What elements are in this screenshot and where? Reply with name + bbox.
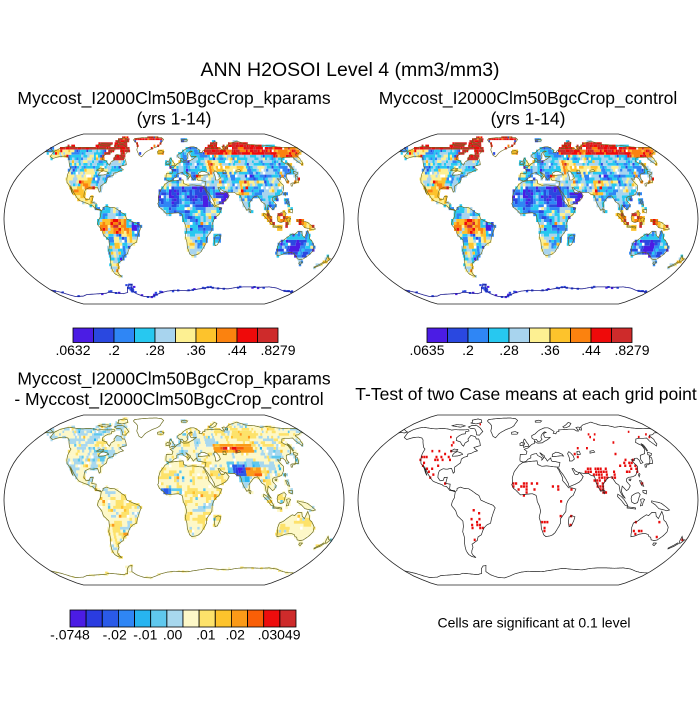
svg-text:.8279: .8279 [260, 342, 295, 358]
svg-text:Myccost_I2000Clm50BgcCrop_cont: Myccost_I2000Clm50BgcCrop_control [379, 88, 678, 109]
svg-text:(yrs 1-14): (yrs 1-14) [491, 109, 566, 129]
svg-text:-.0748: -.0748 [50, 627, 90, 643]
svg-text:Myccost_I2000Clm50BgcCrop_kpar: Myccost_I2000Clm50BgcCrop_kparams [17, 88, 330, 109]
svg-text:.0635: .0635 [409, 342, 444, 358]
svg-text:.01: .01 [196, 627, 216, 643]
svg-text:.02: .02 [225, 627, 245, 643]
svg-text:.44: .44 [581, 342, 601, 358]
svg-text:-.02: -.02 [103, 627, 127, 643]
svg-text:Cells are significant at 0.1 l: Cells are significant at 0.1 level [438, 615, 631, 631]
svg-text:T-Test of two Case means at ea: T-Test of two Case means at each grid po… [355, 384, 697, 404]
svg-text:Myccost_I2000Clm50BgcCrop_kpar: Myccost_I2000Clm50BgcCrop_kparams [17, 369, 330, 390]
svg-text:.28: .28 [145, 342, 165, 358]
svg-text:.0632: .0632 [55, 342, 90, 358]
svg-text:.28: .28 [499, 342, 519, 358]
svg-text:ANN H2OSOI Level 4 (mm3/mm3): ANN H2OSOI Level 4 (mm3/mm3) [200, 59, 499, 81]
svg-text:.00: .00 [163, 627, 183, 643]
svg-text:-.01: -.01 [133, 627, 157, 643]
svg-text:.2: .2 [462, 342, 474, 358]
svg-text:.44: .44 [227, 342, 247, 358]
svg-text:.36: .36 [540, 342, 560, 358]
svg-text:.03049: .03049 [258, 627, 301, 643]
svg-text:(yrs 1-14): (yrs 1-14) [137, 109, 212, 129]
svg-text:.2: .2 [108, 342, 120, 358]
svg-text:- Myccost_I2000Clm50BgcCrop_co: - Myccost_I2000Clm50BgcCrop_control [14, 389, 323, 410]
svg-text:.8279: .8279 [614, 342, 649, 358]
svg-text:.36: .36 [186, 342, 206, 358]
